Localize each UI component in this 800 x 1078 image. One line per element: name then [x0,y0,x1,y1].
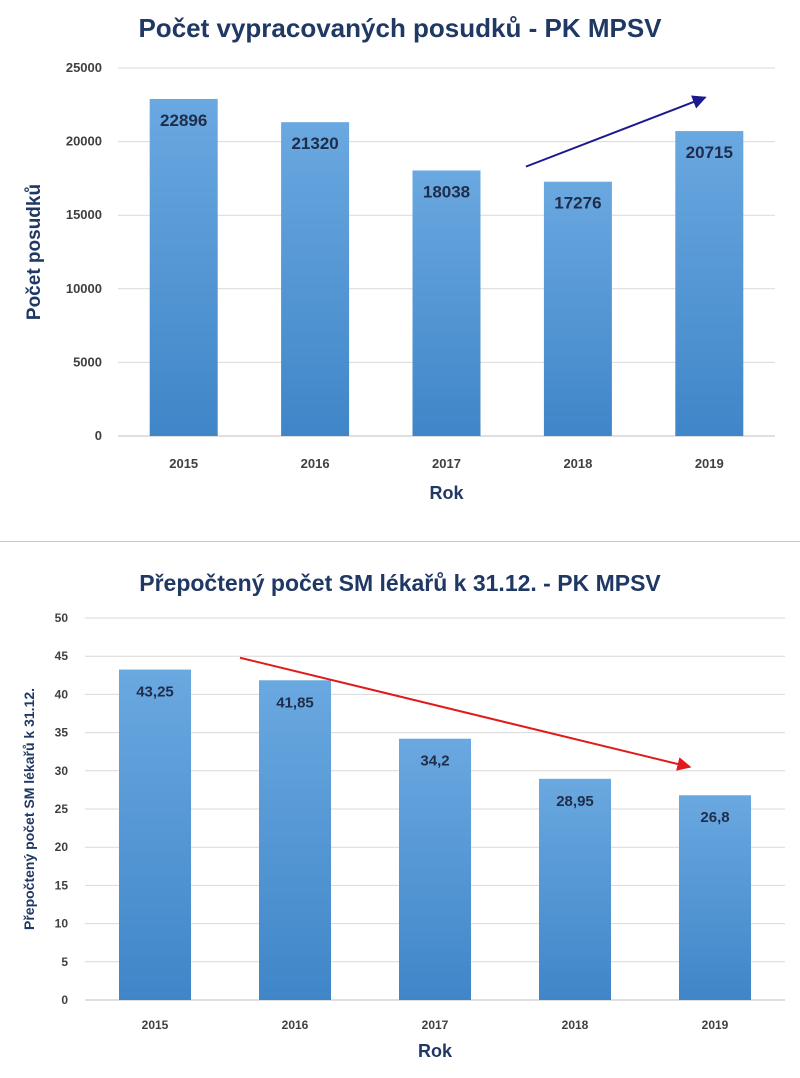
y-tick-label: 0 [95,428,102,443]
x-tick-label: 2018 [562,1018,589,1032]
chart-lekari: Přepočtený počet SM lékařů k 31.12. - PK… [0,548,800,1073]
y-axis-title: Přepočtený počet SM lékařů k 31.12. [21,688,37,930]
y-tick-label: 50 [55,611,69,625]
bar-2017 [399,738,471,1000]
trend-arrow [239,656,692,771]
y-tick-label: 25000 [66,60,102,75]
y-tick-label: 35 [55,726,69,740]
chart-lekari-svg: Přepočtený počet SM lékařů k 31.12. - PK… [21,570,785,1061]
bar-2019 [675,131,744,436]
bar-2015 [149,98,218,436]
value-label: 17276 [554,194,601,213]
value-label: 22896 [160,111,207,130]
value-label: 41,85 [276,694,314,711]
chart-divider [0,541,800,542]
x-tick-label: 2019 [702,1018,729,1032]
y-tick-label: 40 [55,687,69,701]
chart-title: Počet vypracovaných posudků - PK MPSV [138,13,662,43]
bar-2016 [281,122,350,436]
y-tick-label: 10 [55,917,69,931]
bar-2016 [259,680,331,1000]
bar-2017 [412,170,481,436]
y-tick-label: 5 [61,955,68,969]
trend-arrow [525,95,707,168]
chart-posudky: Počet vypracovaných posudků - PK MPSV 0 50… [0,0,800,530]
bar-2015 [119,669,191,1000]
bar-2018 [539,778,611,1000]
value-label: 34,2 [420,753,449,770]
value-label: 43,25 [136,684,174,701]
y-tick-label: 20000 [66,134,102,149]
x-tick-label: 2015 [169,456,198,471]
y-tick-label: 5000 [73,354,102,369]
chart-posudky-svg: Počet vypracovaných posudků - PK MPSV 0 50… [24,13,775,503]
x-tick-label: 2015 [142,1018,169,1032]
value-label: 26,8 [700,809,729,826]
y-tick-label: 25 [55,802,69,816]
x-axis-title: Rok [429,483,464,503]
y-axis-title: Počet posudků [24,184,45,320]
x-tick-label: 2016 [301,456,330,471]
x-tick-label: 2019 [695,456,724,471]
x-tick-label: 2017 [422,1018,449,1032]
y-tick-label: 15 [55,878,69,892]
y-tick-label: 15000 [66,207,102,222]
bar-2018 [543,181,612,436]
x-tick-label: 2017 [432,456,461,471]
y-tick-label: 45 [55,649,69,663]
value-label: 28,95 [556,793,594,810]
y-tick-label: 20 [55,840,69,854]
x-tick-label: 2016 [282,1018,309,1032]
y-tick-label: 10000 [66,281,102,296]
bar-2019 [679,795,751,1000]
x-tick-label: 2018 [563,456,592,471]
value-label: 18038 [423,182,470,201]
y-tick-label: 0 [61,993,68,1007]
chart-title: Přepočtený počet SM lékařů k 31.12. - PK… [139,570,661,596]
y-tick-label: 30 [55,764,69,778]
value-label: 21320 [291,134,338,153]
value-label: 20715 [686,143,733,162]
x-axis-title: Rok [418,1041,453,1061]
